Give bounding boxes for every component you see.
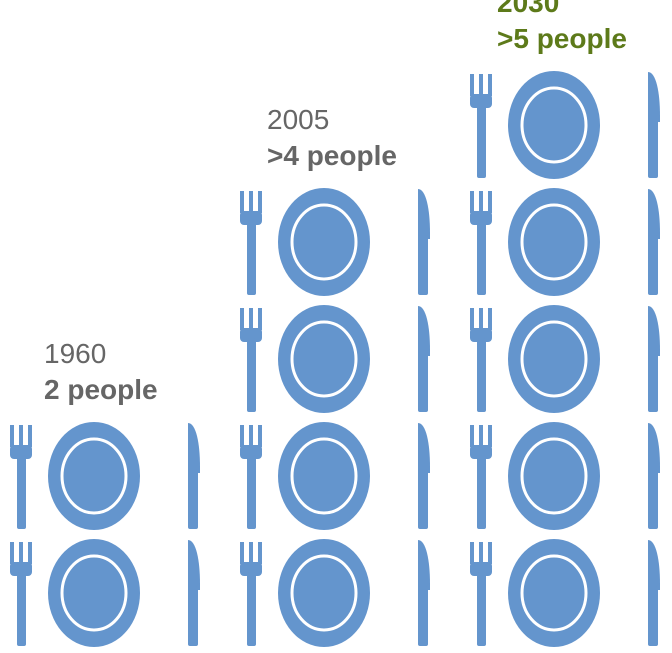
plate-setting-icon xyxy=(470,422,660,530)
plate-setting-icon xyxy=(10,422,200,530)
plate-setting-icon xyxy=(240,422,430,530)
plate-setting-icon xyxy=(240,539,430,647)
plate-setting-icon xyxy=(240,305,430,413)
plate-setting-icon xyxy=(470,71,660,179)
people-count-label: >4 people xyxy=(267,140,397,171)
plate-setting-icon xyxy=(470,305,660,413)
year-label: 2005 xyxy=(267,104,329,135)
year-label: 2030 xyxy=(497,0,559,18)
column-2005: 2005 >4 people xyxy=(240,104,430,647)
column-2030: 2030 >5 people xyxy=(470,0,660,647)
plate-setting-icon xyxy=(10,539,200,647)
people-count-label: >5 people xyxy=(497,23,627,54)
year-label: 1960 xyxy=(44,338,106,369)
column-1960: 1960 2 people xyxy=(10,338,200,647)
plate-setting-icon xyxy=(470,188,660,296)
plate-setting-icon xyxy=(470,539,660,647)
people-count-label: 2 people xyxy=(44,374,158,405)
plate-setting-icon xyxy=(240,188,430,296)
